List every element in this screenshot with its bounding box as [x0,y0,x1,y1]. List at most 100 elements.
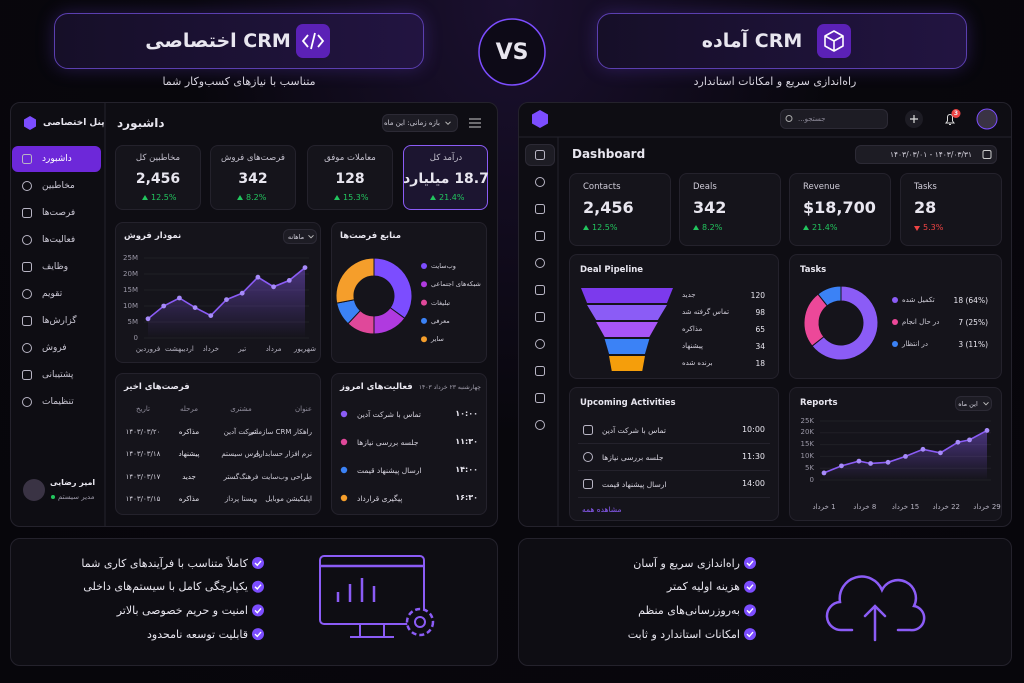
sources-chart-card [331,222,487,363]
activity-text: جلسه بررسی نیازها [602,452,664,462]
feature-item: امکانات استاندارد و ثابت [627,627,740,641]
card-title: Tasks [800,264,827,275]
menu-item[interactable]: فرصت‌ها [42,208,76,218]
kpi-label: فرصت‌های فروش [221,152,285,163]
x-tick-label: 8 خرداد [853,502,877,511]
table-cell: فرهنگ‌گستر [223,472,259,481]
menu-item[interactable]: وظایف [42,262,69,272]
custom-title: CRM اختصاصی [145,29,291,52]
kpi-card [307,145,393,210]
card-title: نمودار فروش [124,230,182,241]
activity-text: جلسه بررسی نیازها [357,437,419,447]
feature-item: هزینه اولیه کمتر [666,580,740,594]
menu-item[interactable]: پشتیبانی [42,370,74,380]
table-header: تاریخ [136,404,150,413]
funnel-value: 34 [755,342,765,351]
table-cell: راهکار CRM سازمانی [248,427,312,436]
table-cell: ۱۴۰۳/۰۳/۲۰ [125,427,161,436]
legend-label: سایر [431,335,444,344]
legend-label: وب‌سایت [431,262,456,270]
activity-time: ۱۱:۳۰ [455,437,478,446]
legend-value: 3 (11%) [958,339,988,349]
x-tick-label: تیر [238,344,247,353]
feature-item: کاملاً متناسب با فرآیندهای کاری شما [81,556,248,570]
y-tick-label: 20M [123,269,138,278]
activity-time: ۱۰:۰۰ [455,409,478,418]
menu-item[interactable]: فروش [42,343,67,353]
kpi-card [789,173,891,246]
kpi-value: 128 [335,170,365,187]
y-tick-label: 0 [133,333,138,342]
activities-card [331,373,487,515]
upcoming-card [569,387,779,521]
kpi-label: Revenue [803,181,841,192]
menu-item[interactable]: فعالیت‌ها [42,235,76,245]
table-cell: شرکت آدین [223,427,259,436]
kpi-change: 15.3% [343,193,369,202]
table-header: مرحله [179,404,198,413]
user-name: امیر رضایی [50,478,96,487]
activity-time: 14:00 [741,479,765,488]
funnel-value: 98 [755,308,765,317]
y-tick-label: 5K [804,463,814,472]
table-cell: جدید [182,472,196,481]
feature-item: امنیت و حریم خصوصی بالاتر [116,603,248,617]
ready-header-card [597,13,967,69]
y-tick-label: 25M [123,253,138,262]
sales-filter[interactable] [283,229,317,244]
x-tick-label: 1 خرداد [812,502,836,511]
funnel-label: پیشنهاد [682,342,703,350]
kpi-value: 2,456 [583,198,634,217]
legend-value: 7 (25%) [958,317,988,327]
search-placeholder[interactable]: جستجو... [798,114,826,123]
funnel-value: 18 [755,359,765,368]
menu-item[interactable]: تنظیمات [42,397,74,407]
kpi-value: 342 [693,198,727,217]
legend-label: تبلیغات [431,298,451,307]
table-cell: ۱۴۰۳/۰۳/۱۵ [125,495,161,503]
kpi-value: 18.7 میلیارد [403,170,489,187]
legend-label: در حال انجام [902,317,940,326]
funnel-label: برنده شده [682,359,713,367]
view-all-link[interactable]: مشاهده همه [582,504,622,514]
funnel-label: تماس گرفته شد [682,308,730,316]
table-cell: نرم افزار حسابداری [253,450,312,458]
activities-date: چهارشنبه ۲۳ خرداد ۱۴۰۳ [418,383,481,391]
reports-filter[interactable] [955,396,992,411]
card-title: منابع فرصت‌ها [340,230,402,241]
table-header: مشتری [230,404,252,413]
kpi-change: 8.2% [702,223,723,232]
kpi-change: 21.4% [812,223,838,232]
kpi-value: 2,456 [135,170,181,187]
vs-label: VS [495,39,529,65]
custom-header-card [54,13,424,69]
table-cell: اپلیکیشن موبایل [265,495,312,503]
ready-subtitle: راه‌اندازی سریع و امکانات استاندارد [693,74,857,88]
card-title: فعالیت‌های امروز [340,381,413,392]
feature-item: راه‌اندازی سریع و آسان [633,556,740,570]
legend-label: تکمیل شده [902,295,935,304]
kpi-value: 342 [238,170,268,187]
funnel-label: جدید [682,291,696,299]
x-tick-label: خرداد [202,344,219,353]
table-cell: مذاکره [178,427,200,436]
search-box[interactable] [780,109,888,129]
table-cell: ۱۴۰۳/۰۳/۱۸ [125,450,161,458]
table-cell: پیشنهاد [178,450,200,458]
menu-item[interactable]: مخاطبین [42,181,75,191]
kpi-card [210,145,296,210]
x-tick-label: 15 خرداد [891,502,920,511]
kpi-label: معاملات موفق [324,152,376,163]
date-range[interactable] [855,145,997,164]
menu-item[interactable]: گزارش‌ها [42,316,77,326]
y-tick-label: 5M [127,317,139,326]
kpi-change: 12.5% [592,223,618,232]
menu-item[interactable]: داشبورد [42,154,72,164]
x-tick-label: اردیبهشت [164,344,194,353]
ready-features-card [518,538,1012,666]
card-title: Deal Pipeline [580,264,644,275]
period-filter[interactable] [382,114,458,132]
menu-item[interactable]: تقویم [42,289,63,299]
y-tick-label: 15K [800,440,815,449]
table-header: عنوان [295,404,312,413]
